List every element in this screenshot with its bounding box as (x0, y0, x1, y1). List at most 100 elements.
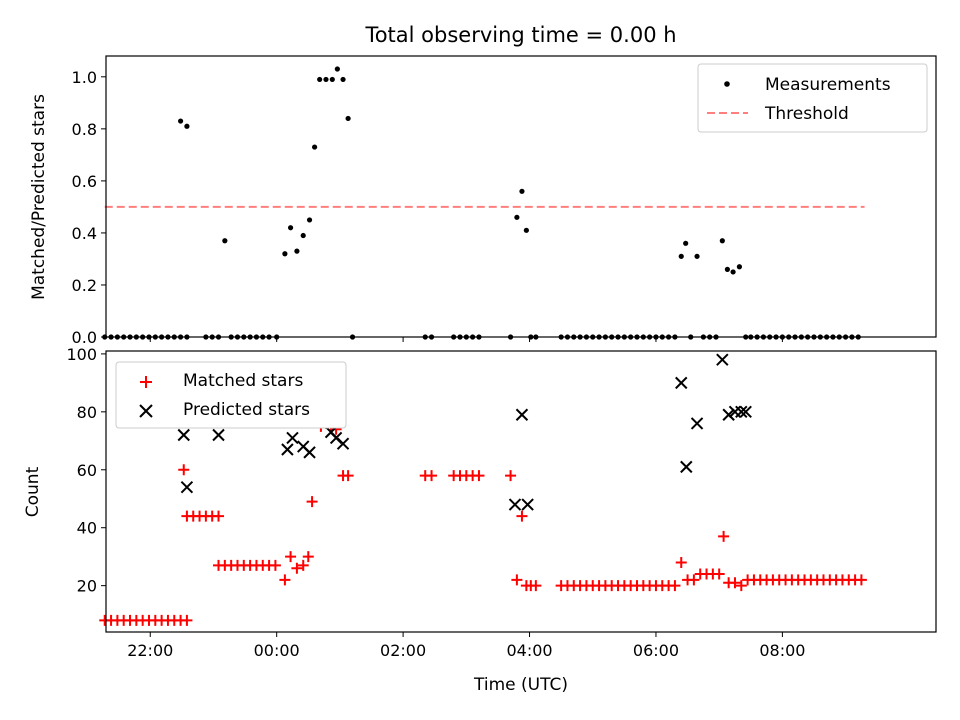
matched-star-point (516, 510, 528, 522)
measurement-point (222, 238, 228, 244)
top-y-axis-label: Matched/Predicted stars (29, 94, 49, 300)
x-tick-label: 08:00 (759, 641, 805, 660)
y-tick-label: 1.0 (72, 68, 97, 87)
measurement-point (184, 123, 190, 129)
bottom-legend-box (115, 361, 347, 429)
predicted-star-point (177, 428, 190, 442)
bottom-y-ticks: 20 40 60 80 100 (66, 345, 106, 596)
matched-star-point (713, 568, 725, 580)
legend-matched-label: Matched stars (183, 371, 303, 391)
measurement-point (724, 266, 730, 272)
y-tick-label: 0.4 (72, 224, 97, 243)
top-legend-box (697, 63, 928, 133)
measurement-point (340, 76, 346, 83)
legend-predicted-marker (139, 404, 153, 418)
y-tick-label: 60 (77, 461, 97, 480)
matched-star-point (735, 580, 747, 592)
predicted-star-point (508, 498, 522, 511)
predicted-star-point (735, 405, 748, 419)
measurement-point (306, 217, 313, 223)
predicted-star-point (521, 498, 534, 511)
matched-star-point (669, 580, 681, 592)
measurement-point (312, 144, 318, 150)
matched-star-point (178, 464, 190, 476)
predicted-star-point (739, 405, 752, 419)
matched-star-point (688, 574, 700, 586)
predicted-star-point (515, 408, 529, 421)
chart-title: Total observing time = 0.00 h (364, 23, 676, 47)
legend-measurements-label: Measurements (765, 75, 891, 95)
y-tick-label: 0.8 (72, 120, 97, 139)
matched-star-point (181, 614, 193, 626)
matched-star-point (729, 577, 741, 589)
matched-star-point (291, 562, 303, 574)
x-tick-label: 00:00 (254, 641, 300, 660)
bottom-legend: Matched stars Predicted stars (115, 361, 347, 429)
measurement-point (519, 188, 525, 194)
matched-star-point (511, 574, 523, 586)
measurement-point (329, 76, 335, 83)
predicted-star-point (281, 443, 294, 456)
measurement-point (345, 115, 351, 122)
matched-star-point (426, 470, 438, 482)
top-x-ticks (149, 337, 783, 342)
matched-star-point (306, 496, 318, 508)
top-legend: Measurements Threshold (697, 63, 928, 133)
y-tick-label: 0.2 (72, 276, 97, 295)
legend-threshold-label: Threshold (764, 104, 849, 124)
matched-star-point (279, 574, 291, 586)
bottom-panel: 20 40 60 80 100 22:00 00:00 02:00 04:00 06:00 08:… (23, 345, 937, 695)
matched-star-point (718, 530, 730, 542)
measurement-point (177, 118, 184, 124)
matched-star-point (675, 556, 687, 568)
y-tick-label: 40 (77, 519, 97, 538)
measurement-point (694, 253, 700, 259)
bottom-y-axis-label: Count (23, 466, 43, 517)
predicted-star-point (212, 428, 225, 442)
predicted-star-point (180, 480, 194, 494)
x-tick-label: 02:00 (380, 641, 426, 660)
measurement-point (287, 225, 294, 231)
y-tick-label: 0.6 (72, 172, 97, 191)
measurement-point (317, 76, 323, 83)
x-tick-label: 06:00 (633, 641, 679, 660)
measurement-point (514, 214, 520, 220)
legend-predicted-label: Predicted stars (183, 400, 310, 420)
y-tick-label: 100 (66, 345, 97, 364)
matched-star-point (530, 580, 542, 592)
x-axis-label: Time (UTC) (473, 675, 568, 695)
y-tick-label: 80 (77, 403, 97, 422)
top-panel: 0.0 0.2 0.4 0.6 0.8 1.0 Matched/Predicted sta… (29, 55, 937, 347)
measurement-point (300, 232, 306, 239)
measurement-point (294, 248, 300, 254)
measurement-point (719, 238, 725, 244)
matched-star-point (302, 551, 314, 563)
top-y-ticks: 0.0 0.2 0.4 0.6 0.8 1.0 (72, 68, 106, 347)
predicted-star-point (680, 460, 693, 474)
matched-star-point (473, 470, 485, 482)
matched-star-point (213, 510, 225, 522)
x-tick-label: 04:00 (506, 641, 552, 660)
matched-star-point (855, 574, 867, 586)
x-tick-label: 22:00 (127, 641, 173, 660)
bottom-x-ticks: 22:00 00:00 02:00 04:00 06:00 08:00 (127, 632, 805, 660)
measurement-point (334, 66, 340, 72)
measurement-point (282, 251, 288, 257)
legend-measurements-marker (724, 81, 730, 87)
matched-star-point (285, 551, 297, 563)
predicted-star-point (286, 431, 299, 445)
predicted-star-point (336, 437, 350, 450)
measurement-point (678, 253, 684, 259)
predicted-star-point (716, 353, 729, 366)
predicted-star-point (722, 408, 735, 421)
matched-star-point (269, 559, 281, 571)
predicted-star-point (675, 376, 688, 390)
measurement-point (736, 264, 743, 270)
y-tick-label: 20 (77, 577, 97, 596)
measurement-point (323, 76, 329, 83)
matched-star-point (505, 470, 517, 482)
measurement-point (523, 227, 529, 233)
measurement-point (730, 269, 736, 275)
top-axes-frame (105, 55, 937, 338)
